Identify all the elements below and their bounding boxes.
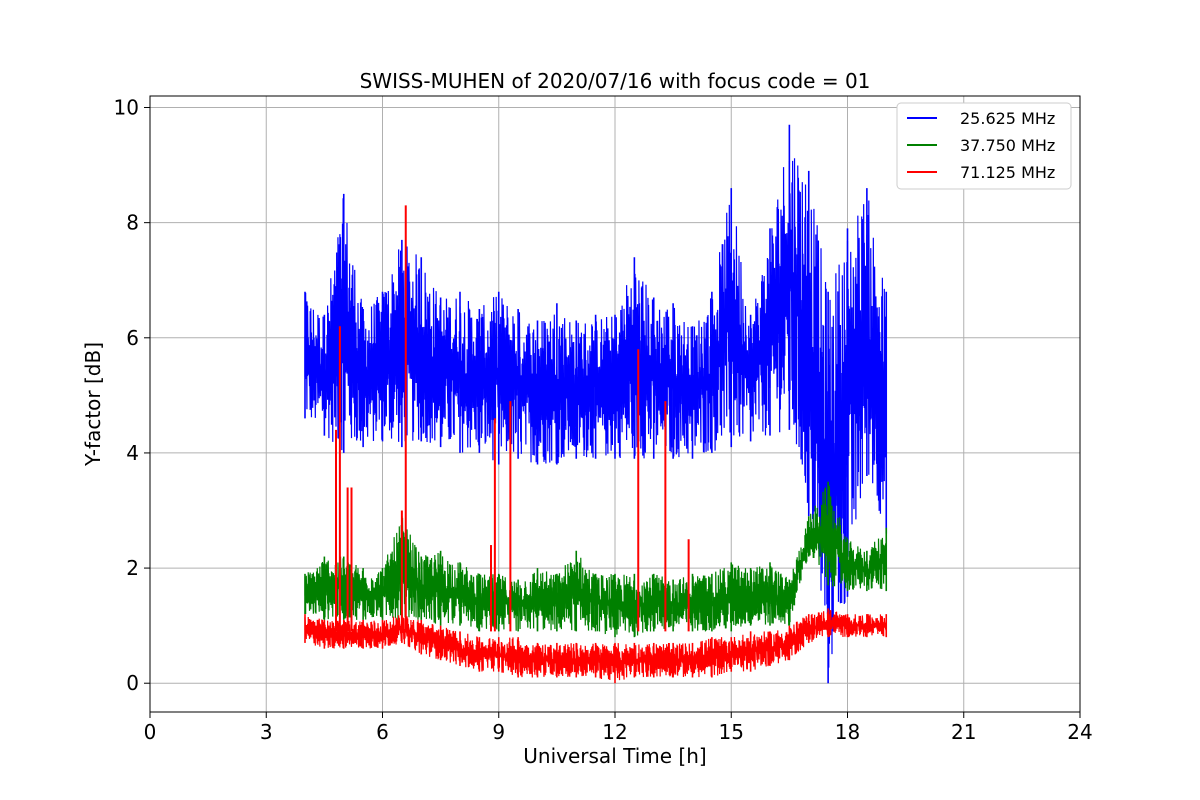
legend: 25.625 MHz 37.750 MHz 71.125 MHz xyxy=(896,102,1072,190)
chart-title: SWISS-MUHEN of 2020/07/16 with focus cod… xyxy=(360,69,871,93)
legend-label-2: 71.125 MHz xyxy=(960,163,1055,182)
series-71-125-mhz xyxy=(304,205,888,684)
x-tick-label: 9 xyxy=(492,720,505,744)
x-tick-label: 12 xyxy=(602,720,627,744)
y-tick-label: 8 xyxy=(126,211,139,235)
y-axis: 0 2 4 6 8 10 xyxy=(114,96,150,695)
x-tick-label: 18 xyxy=(835,720,860,744)
y-tick-label: 4 xyxy=(126,441,139,465)
legend-box xyxy=(896,102,1072,190)
y-tick-label: 10 xyxy=(114,96,139,120)
x-tick-label: 15 xyxy=(719,720,744,744)
y-tick-label: 6 xyxy=(126,326,139,350)
x-tick-label: 21 xyxy=(951,720,976,744)
x-axis: 0 3 6 9 12 15 18 21 24 xyxy=(144,712,1093,744)
series-25-625-mhz xyxy=(304,124,888,684)
series-layer xyxy=(304,124,888,684)
x-tick-label: 24 xyxy=(1067,720,1092,744)
legend-label-0: 25.625 MHz xyxy=(960,109,1055,128)
y-tick-label: 0 xyxy=(126,671,139,695)
y-tick-label: 2 xyxy=(126,556,139,580)
x-tick-label: 0 xyxy=(144,720,157,744)
x-tick-label: 6 xyxy=(376,720,389,744)
x-tick-label: 3 xyxy=(260,720,273,744)
x-axis-label: Universal Time [h] xyxy=(523,744,706,768)
y-axis-label: Y-factor [dB] xyxy=(81,342,105,467)
legend-label-1: 37.750 MHz xyxy=(960,136,1055,155)
